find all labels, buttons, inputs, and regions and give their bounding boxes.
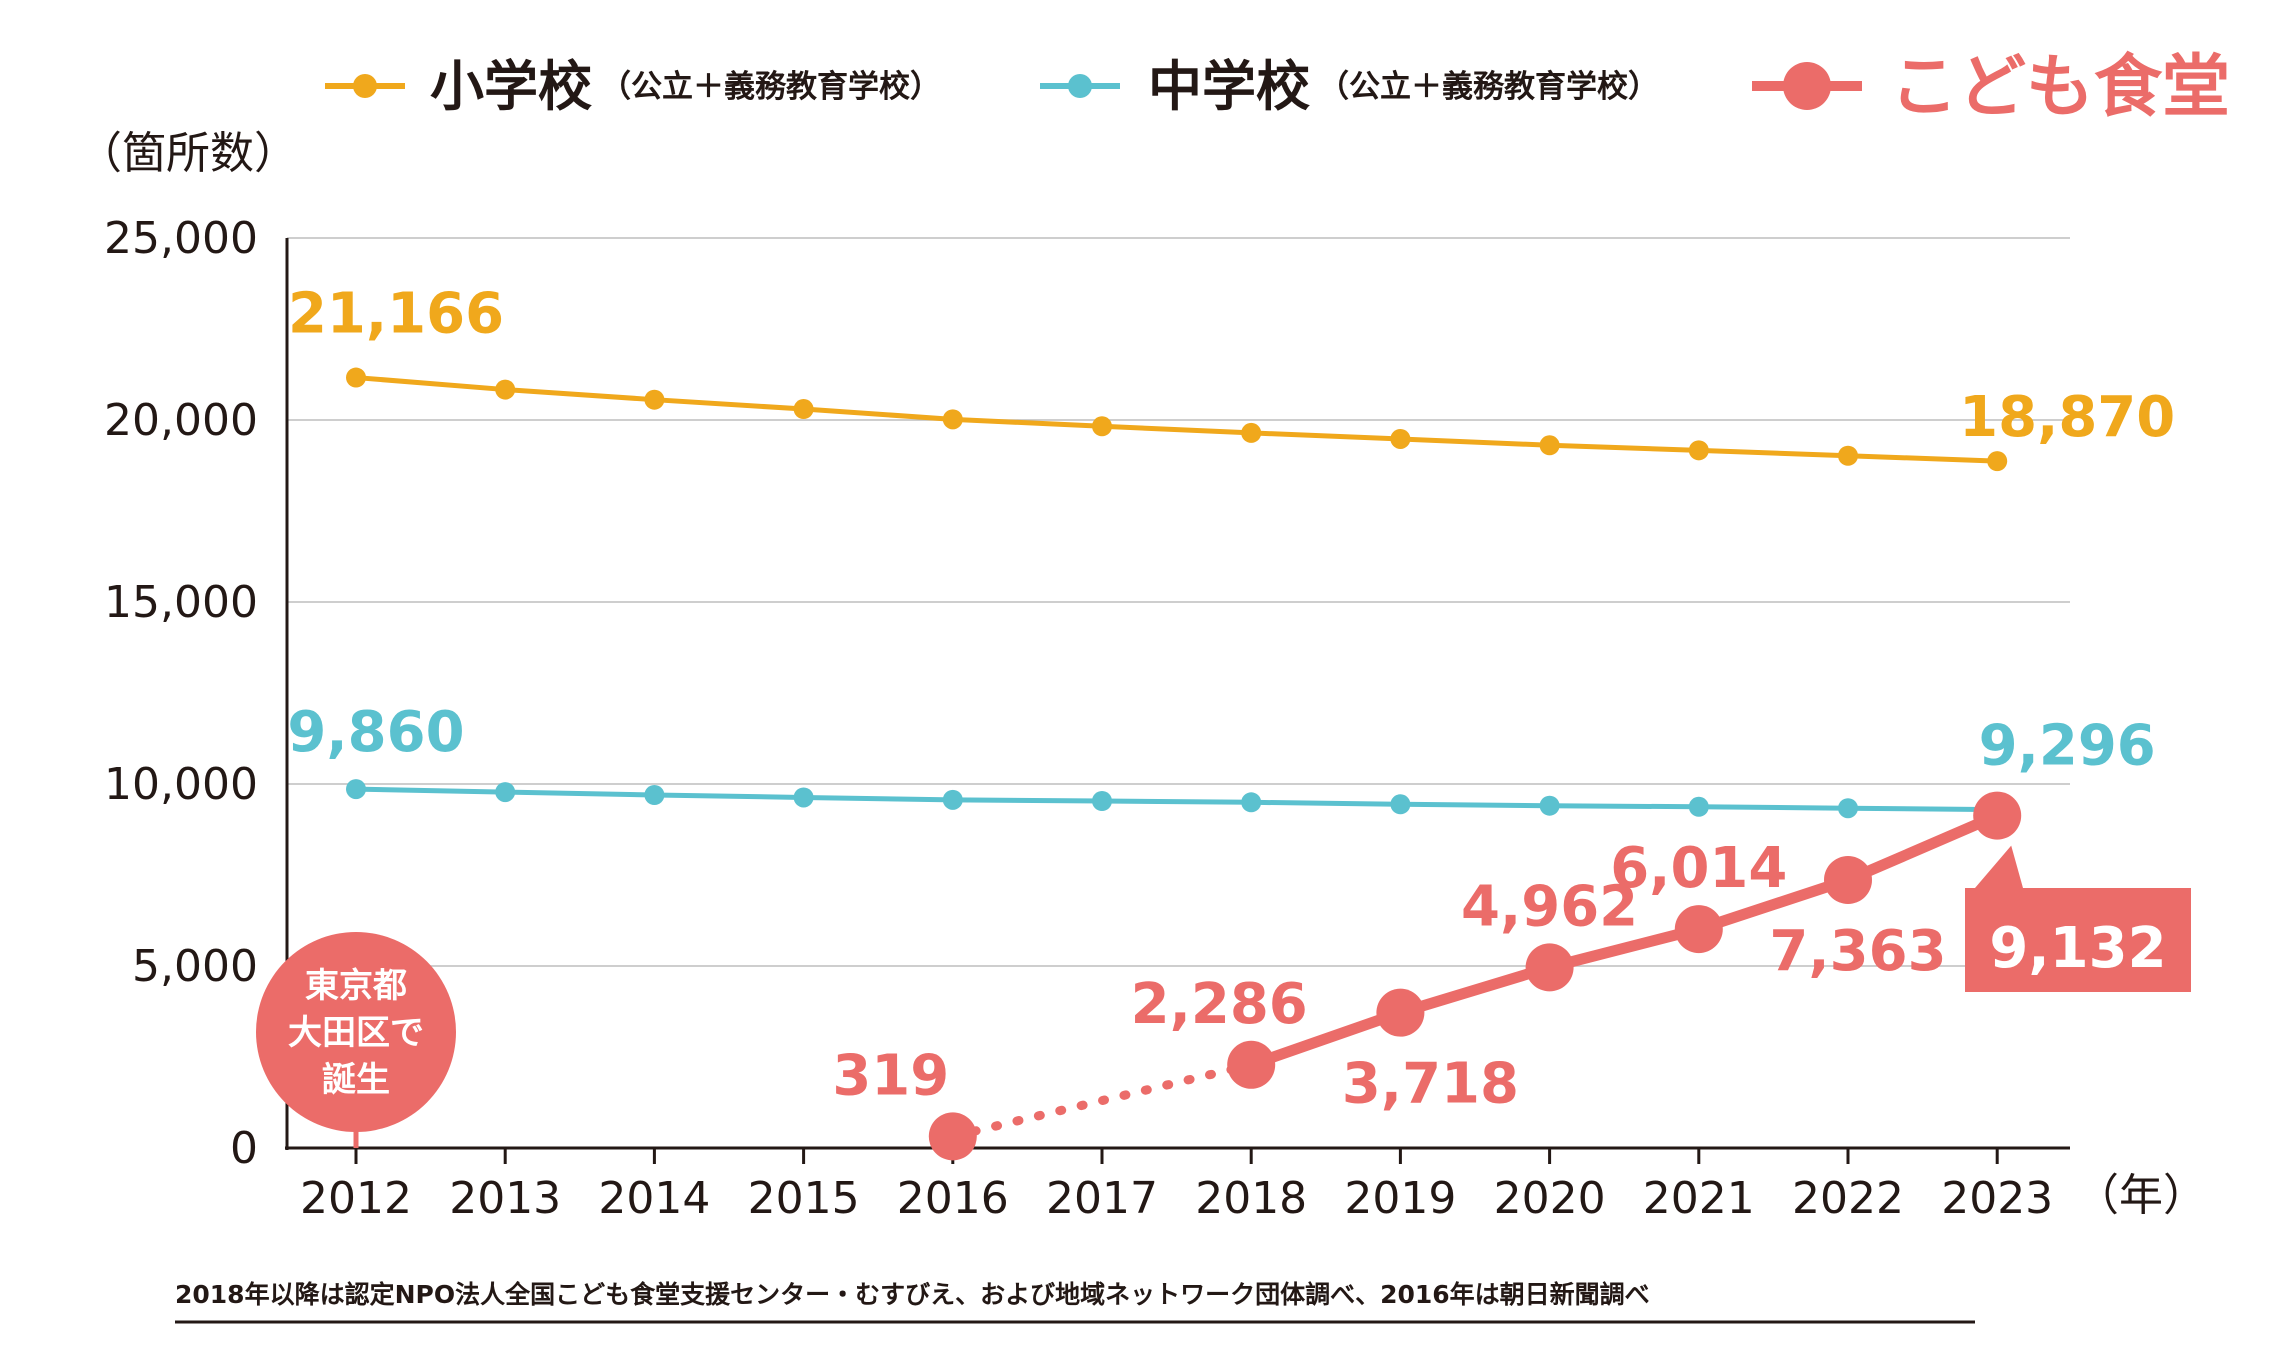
x-tick-label-2020: 2020 — [1494, 1173, 1606, 1224]
x-tick-label-2016: 2016 — [897, 1173, 1009, 1224]
junior-high-point-2014 — [644, 784, 665, 805]
elementary-point-2021 — [1688, 440, 1709, 461]
callout-box — [1965, 888, 2191, 992]
elementary-point-2019 — [1390, 428, 1411, 449]
junior-high-point-2015 — [793, 787, 814, 808]
x-axis-ticks: 2012 2013 2014 2015 2016 2017 2018 2019 2020 2021… — [300, 1148, 2053, 1224]
y-tick-label-0: 0 — [230, 1123, 258, 1174]
junior-high-point-2013 — [495, 782, 516, 803]
x-tick-label-2014: 2014 — [598, 1173, 710, 1224]
elementary-point-2012 — [346, 367, 366, 388]
kodomo-shokudo-point-2018 — [1227, 1040, 1276, 1089]
kodomo-shokudo-dotted-segment — [948, 1060, 1256, 1141]
elementary-point-2013 — [495, 379, 516, 400]
elementary-point-2022 — [1838, 445, 1858, 466]
junior-high-point-2019 — [1390, 794, 1411, 815]
elementary-point-2014 — [644, 389, 665, 410]
label-kodomo-shokudo-2021: 6,014 — [1610, 836, 1787, 901]
legend-item-kodomo-shokudo: こども食堂 — [1752, 48, 2230, 127]
label-junior-high-2023: 9,296 — [1979, 714, 2156, 779]
kodomo-shokudo-point-2019 — [1376, 988, 1425, 1037]
legend-note-junior-high: （公立＋義務教育学校） — [1318, 69, 1659, 105]
label-kodomo-shokudo-2018: 2,286 — [1131, 972, 1308, 1037]
elementary-point-2018 — [1241, 422, 1262, 443]
badge-line-2: 大田区で — [288, 1013, 424, 1053]
label-junior-high-2012: 9,860 — [287, 700, 464, 765]
junior-high-point-2021 — [1688, 796, 1709, 817]
label-kodomo-shokudo-2020: 4,962 — [1461, 874, 1638, 939]
elementary-point-2017 — [1092, 416, 1112, 437]
x-tick-label-2012: 2012 — [300, 1173, 412, 1224]
elementary-point-2023 — [1987, 451, 2008, 472]
series-junior-high — [346, 779, 2008, 820]
legend-item-elementary: 小学校 （公立＋義務教育学校） — [325, 55, 941, 118]
label-kodomo-shokudo-2023: 9,132 — [1989, 916, 2166, 981]
kodomo-shokudo-point-2020 — [1525, 943, 1574, 992]
y-tick-label-10000: 10,000 — [104, 759, 258, 810]
x-tick-label-2017: 2017 — [1046, 1173, 1158, 1224]
legend-note-elementary: （公立＋義務教育学校） — [600, 69, 941, 105]
badge-line-3: 誕生 — [322, 1060, 390, 1100]
y-axis-ticks: 0 5,000 10,000 15,000 20,000 25,000 — [104, 213, 258, 1174]
data-labels: 21,166 18,870 9,860 9,296 319 2,286 3,718 4,962… — [287, 282, 2191, 1117]
kodomo-shokudo-point-2022 — [1824, 855, 1872, 904]
elementary-line — [355, 375, 1998, 464]
legend-label-junior-high: 中学校 — [1148, 55, 1310, 118]
y-tick-label-20000: 20,000 — [104, 395, 258, 446]
junior-high-point-2012 — [346, 779, 366, 800]
junior-high-point-2016 — [942, 789, 963, 810]
label-kodomo-shokudo-2016: 319 — [832, 1043, 949, 1108]
legend-label-elementary: 小学校 — [430, 55, 592, 118]
kodomo-shokudo-point-2016 — [928, 1112, 977, 1161]
callout-pointer — [1975, 845, 2023, 888]
kodomo-shokudo-line — [1249, 810, 2000, 1070]
elementary-point-2016 — [942, 409, 963, 430]
legend-label-kodomo-shokudo: こども食堂 — [1890, 48, 2230, 127]
legend-marker-elementary — [353, 74, 377, 98]
y-tick-label-15000: 15,000 — [104, 577, 258, 628]
junior-high-point-2020 — [1539, 795, 1560, 816]
y-tick-label-5000: 5,000 — [132, 941, 258, 992]
junior-high-point-2017 — [1092, 790, 1112, 811]
series-kodomo-shokudo — [928, 791, 2022, 1161]
legend: 小学校 （公立＋義務教育学校） 中学校 （公立＋義務教育学校） こども食堂 — [325, 48, 2230, 127]
x-tick-label-2022: 2022 — [1792, 1173, 1904, 1224]
junior-high-line — [355, 786, 1998, 813]
gridlines — [287, 237, 2070, 967]
label-kodomo-shokudo-2022: 7,363 — [1769, 919, 1946, 984]
y-tick-label-25000: 25,000 — [104, 213, 258, 264]
x-tick-label-2019: 2019 — [1344, 1173, 1456, 1224]
elementary-point-2020 — [1539, 435, 1560, 456]
badge-line-1: 東京都 — [305, 966, 407, 1006]
legend-marker-kodomo-shokudo — [1783, 62, 1831, 110]
x-tick-label-2018: 2018 — [1195, 1173, 1307, 1224]
x-tick-label-2021: 2021 — [1643, 1173, 1755, 1224]
y-axis-title: （箇所数） — [78, 128, 298, 179]
label-kodomo-shokudo-2019: 3,718 — [1342, 1052, 1519, 1117]
badge-circle — [256, 932, 456, 1132]
series-elementary — [346, 367, 2008, 472]
origin-annotation-badge: 東京都 大田区で 誕生 — [256, 932, 456, 1148]
junior-high-point-2022 — [1838, 798, 1858, 819]
legend-marker-junior-high — [1068, 74, 1092, 98]
source-note: 2018年以降は認定NPO法人全国こども食堂支援センター・むすびえ、および地域ネ… — [175, 1280, 1650, 1309]
label-elementary-2023: 18,870 — [1959, 385, 2175, 450]
kodomo-shokudo-point-2021 — [1674, 905, 1723, 954]
legend-item-junior-high: 中学校 （公立＋義務教育学校） — [1040, 55, 1659, 118]
elementary-point-2015 — [793, 399, 814, 420]
x-tick-label-2015: 2015 — [748, 1173, 860, 1224]
x-tick-label-2013: 2013 — [449, 1173, 561, 1224]
x-tick-label-2023: 2023 — [1941, 1173, 2053, 1224]
x-axis-title: （年） — [2075, 1170, 2207, 1221]
label-elementary-2012: 21,166 — [288, 282, 504, 347]
kodomo-shokudo-point-2023 — [1973, 791, 2022, 840]
junior-high-point-2018 — [1241, 792, 1262, 813]
